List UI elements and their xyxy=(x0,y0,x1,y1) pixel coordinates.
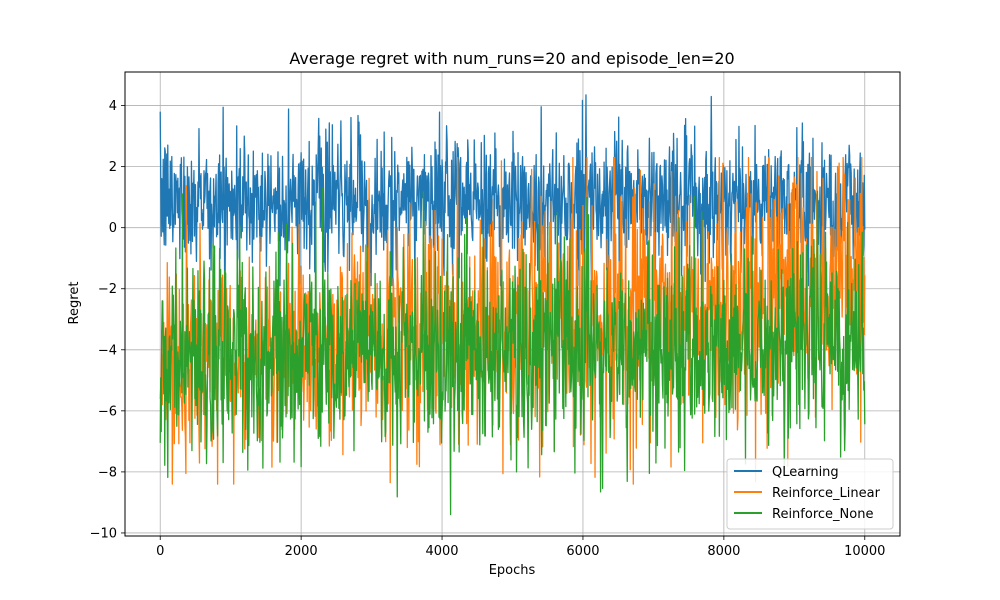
x-tick-label: 0 xyxy=(156,544,164,559)
y-tick-label: 0 xyxy=(109,221,117,236)
x-tick-label: 10000 xyxy=(844,544,885,559)
y-axis-label: Regret xyxy=(67,282,82,325)
ticks: 0 2000 4000 6000 8000 10000 −10 −8 −6 −4 −2 0 2 4 xyxy=(90,99,886,559)
legend-label: QLearning xyxy=(772,465,839,480)
x-axis-label: Epochs xyxy=(489,563,536,578)
y-tick-label: −4 xyxy=(98,343,117,358)
y-tick-label: −2 xyxy=(98,282,117,297)
x-tick-label: 4000 xyxy=(425,544,458,559)
x-tick-label: 2000 xyxy=(285,544,318,559)
y-tick-label: −8 xyxy=(98,465,117,480)
y-tick-label: 2 xyxy=(109,160,117,175)
y-tick-label: −10 xyxy=(90,526,117,541)
chart-title: Average regret with num_runs=20 and epis… xyxy=(289,49,734,69)
x-tick-label: 6000 xyxy=(566,544,599,559)
y-tick-label: 4 xyxy=(109,99,117,114)
legend-label: Reinforce_None xyxy=(772,507,873,522)
x-tick-label: 8000 xyxy=(707,544,740,559)
legend: QLearning Reinforce_Linear Reinforce_None xyxy=(726,458,894,530)
series-line-reinforce-none xyxy=(159,187,866,516)
plot-area xyxy=(159,94,866,516)
y-tick-label: −6 xyxy=(98,404,117,419)
legend-label: Reinforce_Linear xyxy=(772,486,881,501)
legend-box xyxy=(726,458,894,530)
axes-frame xyxy=(124,71,901,537)
